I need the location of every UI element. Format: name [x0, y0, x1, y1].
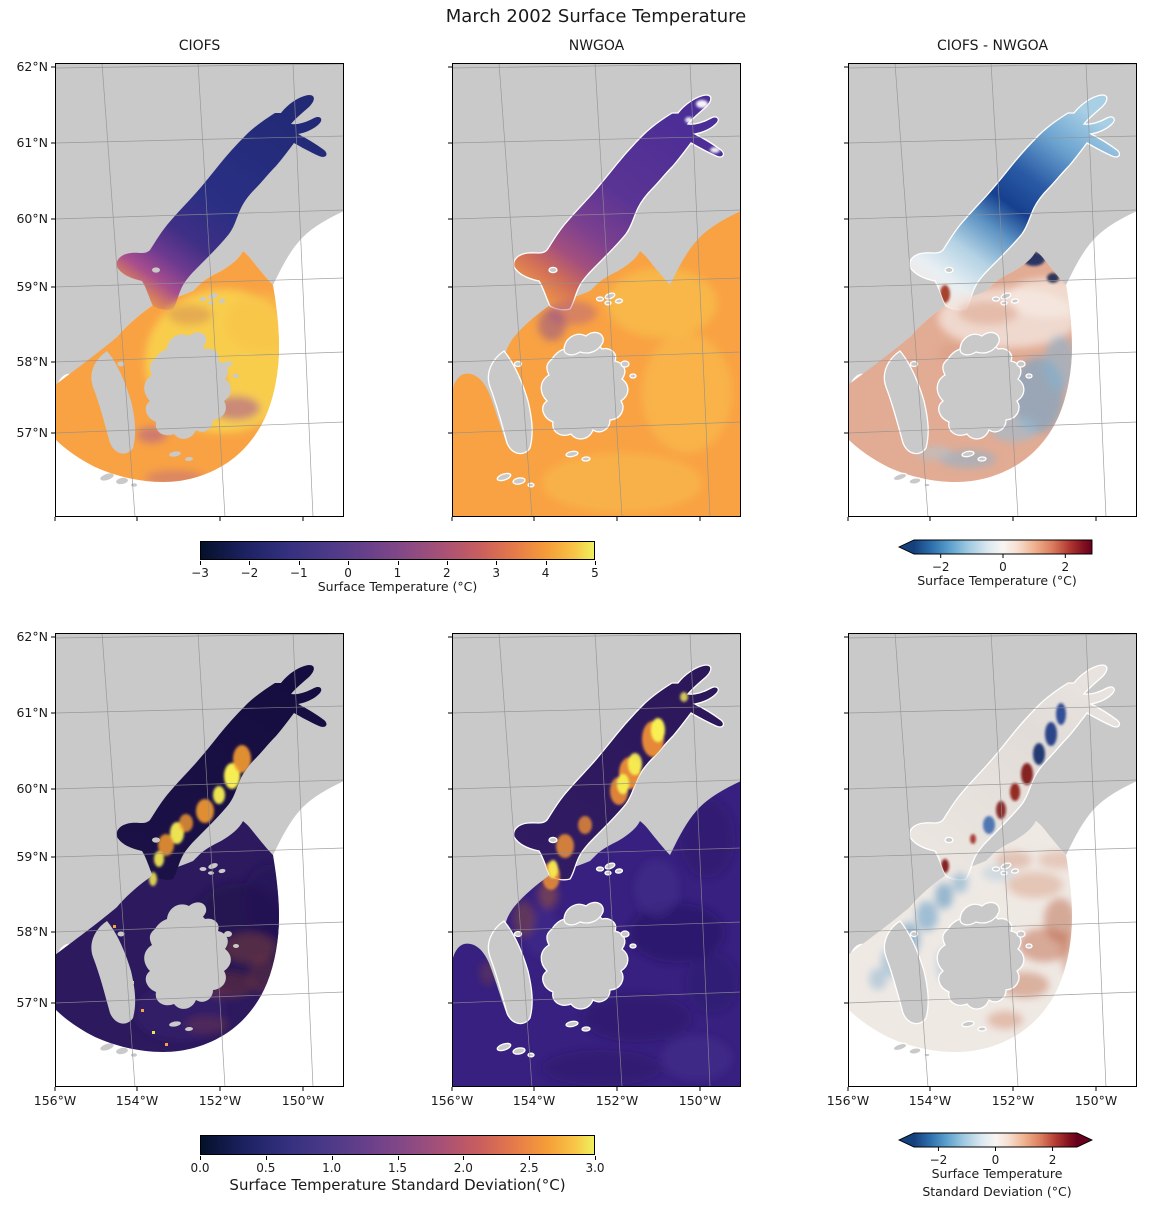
colorbar-tick-label: 0.0 — [190, 1161, 210, 1175]
colorbar-tick-label: 2 — [443, 566, 451, 580]
lat-tick-label: 61°N — [16, 705, 48, 720]
colorbar-tick — [200, 1156, 201, 1160]
map-nwgoa-temperature-canvas — [448, 62, 742, 521]
colorbar-label-temperature: Surface Temperature (°C) — [317, 579, 478, 594]
colorbar-tick — [397, 561, 399, 565]
colorbar-tick — [331, 1156, 333, 1160]
colorbar-tick — [545, 561, 547, 565]
colorbar-std — [200, 1135, 595, 1155]
map-difference-temperature — [844, 62, 1138, 521]
colorbar-label-temperature-difference: Surface Temperature (°C) — [917, 573, 1077, 588]
colorbar-tick — [265, 1156, 267, 1160]
panel-title-ciofs: CIOFS — [178, 38, 221, 54]
colorbar-tick-label: 0 — [999, 560, 1007, 574]
lon-tick-label: 150°W — [678, 1093, 722, 1108]
map-nwgoa-temperature-std — [448, 632, 742, 1091]
lon-tick-label: 154°W — [908, 1093, 952, 1108]
panel-title-diff: CIOFS - NWGOA — [936, 38, 1049, 54]
lat-tick-label: 61°N — [16, 135, 48, 150]
colorbar-label-std-difference-line1: Surface Temperature — [931, 1166, 1063, 1181]
lon-tick-label: 154°W — [512, 1093, 556, 1108]
colorbar-tick-label: 5 — [591, 566, 599, 580]
lon-tick-label: 152°W — [198, 1093, 242, 1108]
colorbar-tick — [496, 561, 498, 565]
lat-tick-label: 59°N — [16, 849, 48, 864]
lon-tick-label: 156°W — [826, 1093, 870, 1108]
colorbar-tick — [298, 561, 300, 565]
colorbar-tick — [348, 561, 350, 565]
colorbar-temperature — [200, 541, 595, 560]
colorbar-tick — [463, 1156, 465, 1160]
colorbar-tick-label: −1 — [289, 566, 308, 580]
colorbar-std-difference — [897, 1132, 1094, 1151]
lat-tick-label: 58°N — [16, 924, 48, 939]
colorbar-tick-label: 3.0 — [585, 1161, 605, 1175]
colorbar-tick-label: 2.5 — [519, 1161, 539, 1175]
colorbar-tick-label: −2 — [929, 1153, 948, 1167]
colorbar-tick-label: 3 — [492, 566, 501, 580]
lon-tick-label: 154°W — [115, 1093, 159, 1108]
lat-tick-label: 58°N — [16, 354, 48, 369]
map-difference-temperature-std — [844, 632, 1138, 1091]
colorbar-tick — [446, 561, 448, 565]
lat-tick-label: 62°N — [16, 629, 48, 644]
colorbar-tick-label: 1.5 — [387, 1161, 408, 1175]
lon-tick-label: 152°W — [991, 1093, 1035, 1108]
colorbar-tick-label: 0.5 — [256, 1161, 276, 1175]
colorbar-tick — [595, 1156, 596, 1160]
colorbar-tick-label: 1.0 — [322, 1161, 342, 1175]
lat-tick-label: 60°N — [16, 211, 48, 226]
colorbar-tick-label: −2 — [931, 560, 950, 574]
colorbar-tick-label: 0 — [344, 566, 352, 580]
panel-title-nwgoa: NWGOA — [568, 38, 625, 54]
colorbar-tick — [200, 561, 201, 565]
colorbar-tick-label: 2.0 — [453, 1161, 473, 1175]
lon-tick-label: 150°W — [1074, 1093, 1118, 1108]
map-ciofs-temperature-canvas — [51, 62, 345, 521]
colorbar-tick-label: 4 — [541, 566, 550, 580]
map-difference-temperature-std-canvas — [844, 632, 1138, 1091]
lat-tick-label: 59°N — [16, 279, 48, 294]
colorbar-tick-label: −3 — [191, 566, 209, 580]
colorbar-tick — [397, 1156, 399, 1160]
colorbar-tick-label: 2 — [1048, 1153, 1057, 1167]
lon-tick-label: 156°W — [430, 1093, 474, 1108]
lon-tick-label: 156°W — [33, 1093, 77, 1108]
lat-tick-label: 57°N — [16, 425, 48, 440]
map-nwgoa-temperature-std-canvas — [448, 632, 742, 1091]
map-nwgoa-temperature — [448, 62, 742, 521]
map-ciofs-temperature — [51, 62, 345, 521]
lon-tick-label: 150°W — [281, 1093, 325, 1108]
colorbar-std-difference-canvas — [897, 1132, 1094, 1151]
lon-tick-label: 152°W — [595, 1093, 639, 1108]
colorbar-tick-label: 0 — [991, 1153, 1000, 1167]
lat-tick-label: 60°N — [16, 781, 48, 796]
colorbar-tick-label: 1 — [393, 566, 402, 580]
map-ciofs-temperature-std — [51, 632, 345, 1091]
colorbar-temperature-difference — [897, 539, 1093, 558]
lat-tick-label: 62°N — [16, 59, 48, 74]
colorbar-temperature-difference-canvas — [897, 539, 1093, 558]
colorbar-tick — [529, 1156, 531, 1160]
lat-tick-label: 57°N — [16, 995, 48, 1010]
figure-title: March 2002 Surface Temperature — [445, 6, 747, 27]
map-difference-temperature-canvas — [844, 62, 1138, 521]
colorbar-label-std-difference-line2: Standard Deviation (°C) — [922, 1184, 1072, 1199]
colorbar-tick — [249, 561, 251, 565]
colorbar-tick — [595, 561, 596, 565]
colorbar-label-std: Surface Temperature Standard Deviation(°… — [229, 1176, 566, 1194]
map-ciofs-temperature-std-canvas — [51, 632, 345, 1091]
colorbar-tick-label: 2 — [1061, 560, 1070, 574]
colorbar-tick-label: −2 — [240, 566, 259, 580]
